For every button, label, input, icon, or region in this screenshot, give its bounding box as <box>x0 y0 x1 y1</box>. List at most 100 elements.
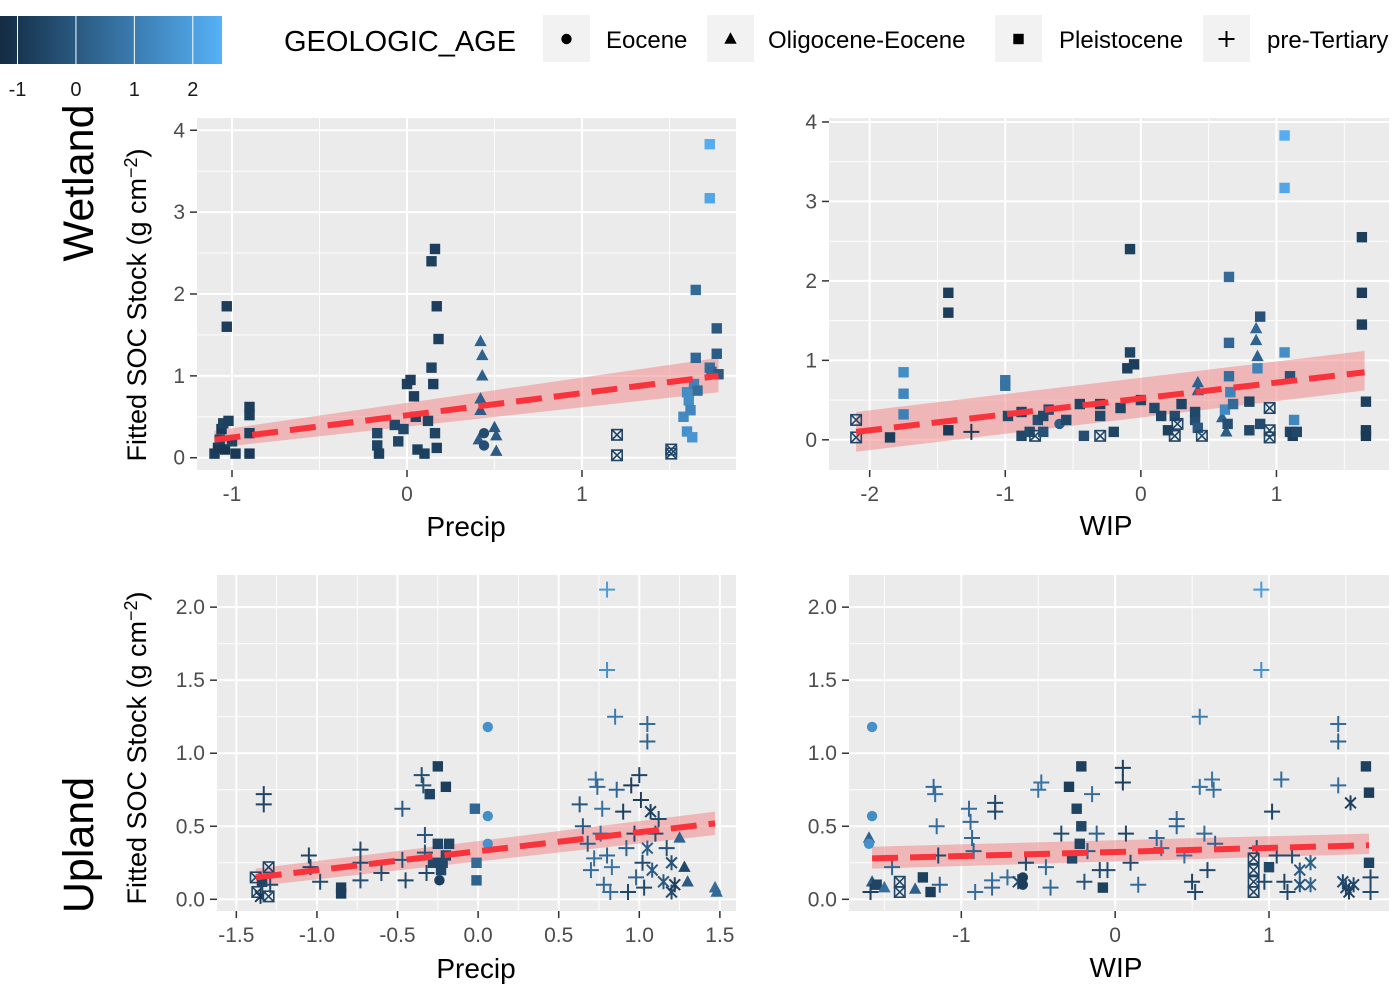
data-point-triangle <box>474 334 487 347</box>
data-point-square <box>943 307 954 318</box>
data-point-square <box>244 409 255 421</box>
data-point-square <box>469 803 481 814</box>
data-point-plus <box>628 869 645 886</box>
data-point-plus <box>620 884 637 901</box>
data-point-circle <box>482 721 493 733</box>
data-point-square <box>209 448 220 459</box>
data-point-square <box>943 425 954 436</box>
y-tick-label: 1 <box>173 365 185 388</box>
data-point-squarecross <box>1168 429 1181 442</box>
data-point-square <box>1363 787 1375 798</box>
data-point-plus <box>1053 825 1070 842</box>
y-axis-title-upland: Fitted SOC Stock (g cm−2) <box>121 591 152 904</box>
x-tick-label: 0.5 <box>544 924 573 947</box>
data-point-square <box>1356 319 1368 330</box>
x-tick-label: -1.0 <box>299 924 335 947</box>
data-point-square <box>1128 359 1140 370</box>
data-point-square <box>1222 418 1233 430</box>
data-point-plus <box>927 786 944 803</box>
data-point-plus <box>1117 825 1134 842</box>
y-tick-label: 2.0 <box>808 596 837 619</box>
data-point-square <box>1254 418 1266 430</box>
data-point-plus <box>1191 778 1208 795</box>
data-point-plus <box>639 733 656 750</box>
data-point-plus <box>1256 873 1273 890</box>
data-point-plus <box>1084 786 1101 803</box>
data-point-square <box>1122 363 1133 374</box>
data-point-squarecross <box>262 861 275 874</box>
y-axis-title-superscript: −2 <box>121 157 141 178</box>
data-point-square <box>1223 337 1235 349</box>
data-point-squarecross <box>1094 429 1107 442</box>
data-point-plus <box>1017 854 1034 871</box>
x-tick-label: -2 <box>860 483 879 506</box>
data-point-asterisk <box>1342 884 1356 900</box>
data-point-square <box>1097 882 1109 893</box>
data-point-square <box>871 879 882 890</box>
fit-trend-line <box>855 369 1365 435</box>
x-tick-label: -1 <box>952 924 971 947</box>
data-point-plus <box>599 661 616 678</box>
data-point-square <box>685 405 696 416</box>
data-point-plus <box>967 884 984 901</box>
data-point-square <box>426 362 437 373</box>
data-point-square <box>226 436 238 447</box>
panel-upland-precip: -1.5 -1.0 -0.5 0.0 0.5 1.0 1.5 0.0 0.5 1.0 1.5 2.0 <box>176 575 736 947</box>
data-point-plus <box>418 865 435 882</box>
data-point-square <box>1066 853 1078 864</box>
x-tick-label: 1 <box>1263 924 1275 947</box>
data-point-square <box>1074 838 1085 849</box>
data-point-plus <box>599 581 616 598</box>
data-point-square <box>244 427 255 439</box>
data-point-square <box>1176 398 1187 410</box>
data-point-plus <box>1191 708 1208 725</box>
data-point-square <box>426 256 437 267</box>
data-point-square <box>244 401 255 413</box>
data-point-plus <box>1205 781 1222 798</box>
colorbar <box>0 16 222 64</box>
data-point-square <box>1108 426 1119 438</box>
data-point-plus <box>1168 818 1185 835</box>
data-point-squarecross <box>1195 429 1208 442</box>
data-point-plus <box>1330 733 1347 750</box>
x-tick-label: 0 <box>1135 483 1147 506</box>
legend-label-circle: Eocene <box>606 27 687 54</box>
data-point-plus <box>862 884 879 901</box>
data-point-square <box>678 411 689 422</box>
data-point-square <box>1032 414 1044 426</box>
data-point-square <box>1063 781 1075 793</box>
data-point-square <box>1225 386 1236 398</box>
data-point-square <box>1016 430 1027 442</box>
data-point-asterisk <box>1293 877 1306 893</box>
data-point-square <box>218 418 229 429</box>
data-point-plus <box>599 847 616 864</box>
x-tick-label: 1 <box>1271 483 1283 506</box>
x-tick-label: 1.5 <box>705 924 734 947</box>
data-point-square <box>1000 380 1011 391</box>
data-point-square <box>1219 404 1231 415</box>
data-point-plus <box>416 827 433 844</box>
data-point-square <box>1252 363 1263 374</box>
data-point-square <box>1115 402 1126 414</box>
data-point-plus <box>413 767 430 784</box>
y-tick-label: 0.5 <box>176 815 205 838</box>
y-tick-label: 1 <box>805 349 817 372</box>
data-point-squarecross <box>610 428 623 441</box>
data-point-triangle <box>476 348 489 361</box>
data-point-plus <box>589 778 606 795</box>
shape-legend-items: Eocene Oligocene-Eocene Pleistocene pre-Ter… <box>543 15 1388 62</box>
fit-trend-line <box>871 842 1370 862</box>
data-point-square <box>917 872 929 883</box>
data-point-square <box>1356 231 1368 243</box>
data-point-square <box>212 442 224 454</box>
data-point-square <box>1279 347 1290 358</box>
colorbar-ticks: -1 0 1 2 <box>9 16 198 101</box>
data-point-plus <box>650 810 667 827</box>
data-point-square <box>432 838 444 849</box>
data-point-plus <box>1114 774 1131 791</box>
data-point-square <box>1192 422 1204 434</box>
data-point-square <box>1094 410 1106 422</box>
data-point-triangle <box>678 860 691 872</box>
data-point-plus <box>1187 884 1204 901</box>
x-axis-title-wetland-wip: WIP <box>1080 510 1133 541</box>
